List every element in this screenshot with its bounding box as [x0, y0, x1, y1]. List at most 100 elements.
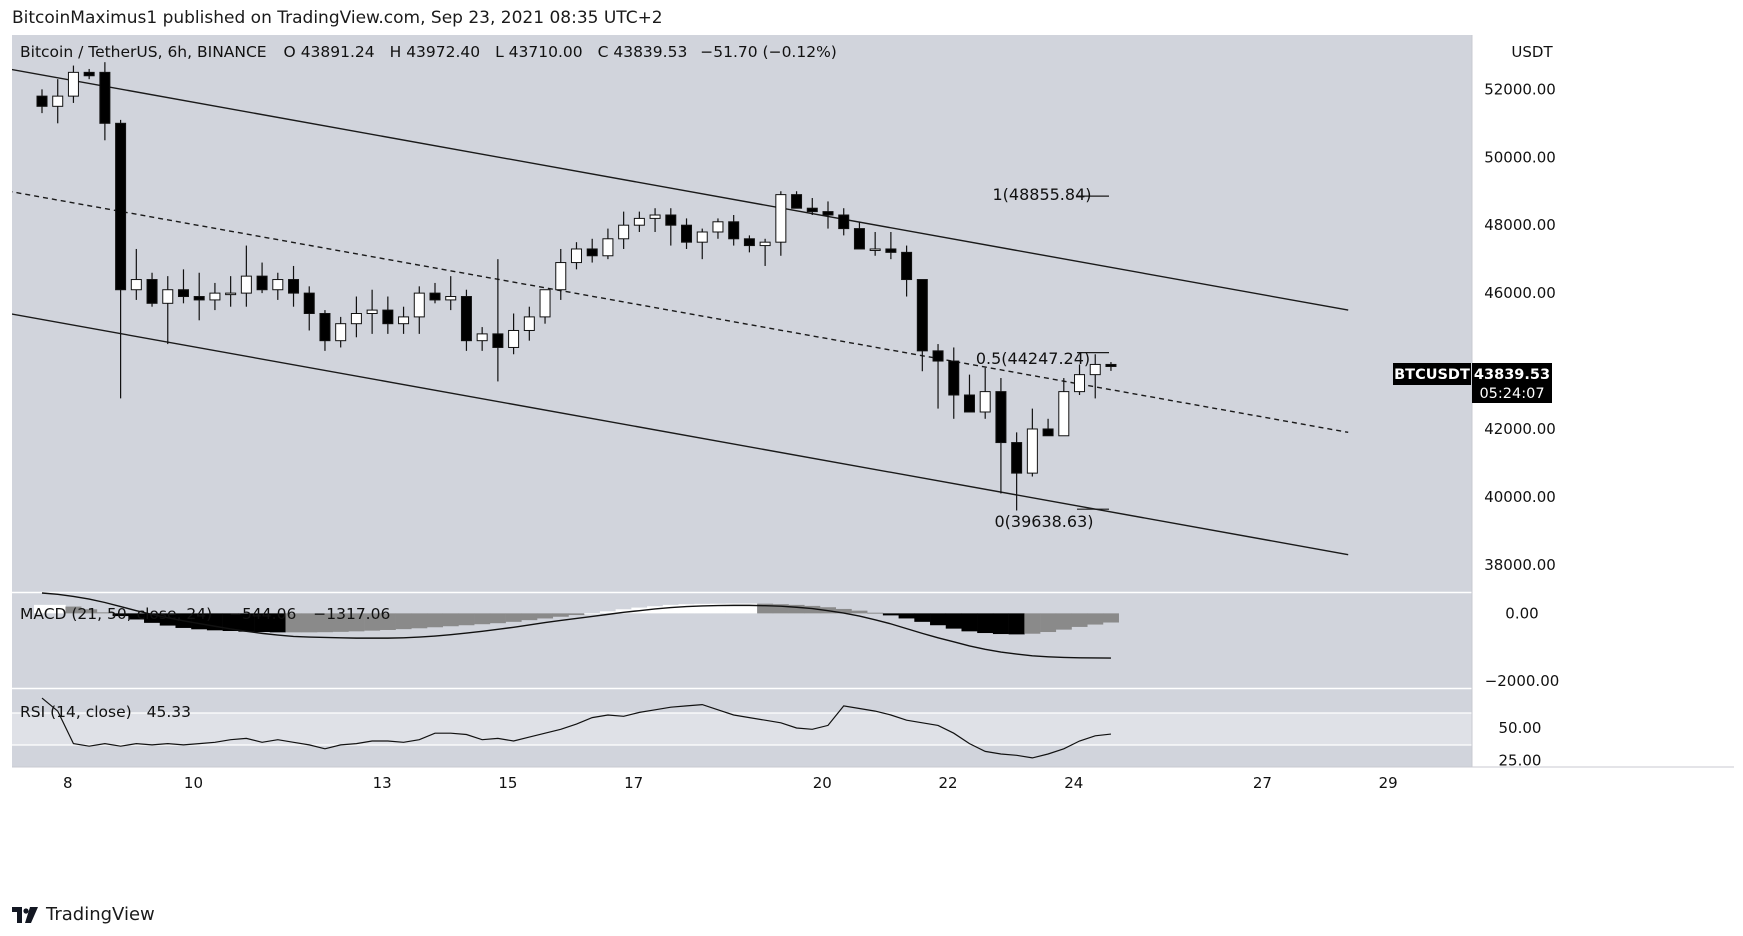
legend-low-label: L: [495, 43, 504, 61]
macd-axis-ticks[interactable]: 0.00 −2000.00: [1485, 604, 1560, 690]
candle-body: [633, 217, 645, 226]
macd-bar: [945, 613, 962, 629]
candle-body: [115, 122, 127, 291]
macd-bar: [599, 611, 616, 614]
macd-bar: [144, 613, 161, 623]
candle-body: [681, 224, 693, 243]
candle-body: [209, 292, 221, 301]
macd-bar: [411, 613, 428, 629]
macd-bar: [96, 612, 113, 614]
candle-body: [67, 71, 79, 97]
candle-body: [602, 238, 614, 257]
fib-label-0[interactable]: 0(39638.63): [994, 512, 1093, 531]
candle-body: [649, 214, 661, 219]
legend-high: 43972.40: [406, 43, 480, 61]
price-pane-bg[interactable]: [12, 35, 1472, 592]
candle-body: [1011, 442, 1023, 474]
macd-bar: [49, 604, 66, 614]
candle-body: [1026, 428, 1038, 474]
macd-bar: [992, 613, 1009, 635]
trendlines-layer[interactable]: [12, 66, 1349, 556]
macd-bar: [1087, 613, 1104, 625]
price-tick-label: 52000.00: [1484, 80, 1556, 98]
macd-tick-label: −2000.00: [1485, 672, 1560, 690]
price-tick-label: 48000.00: [1484, 216, 1556, 234]
macd-bar: [191, 613, 208, 630]
macd-bar: [1102, 613, 1119, 623]
candle-body: [822, 211, 834, 216]
candle-body: [52, 95, 64, 107]
candle-body: [445, 296, 457, 301]
candle-body: [335, 323, 347, 342]
candle-body: [618, 224, 630, 240]
macd-bar: [1024, 613, 1041, 634]
time-tick-label: 29: [1379, 774, 1398, 792]
footer-brand[interactable]: TradingView: [12, 904, 155, 925]
macd-bar: [882, 613, 899, 616]
rsi-layer: [41, 697, 1112, 759]
chart-frame[interactable]: 1(48855.84) 0.5(44247.24) 0(39638.63) Bi…: [12, 35, 1734, 893]
candle-body: [319, 313, 331, 342]
candle-body: [932, 350, 944, 362]
macd-bar: [647, 606, 664, 614]
candle-body: [162, 289, 174, 304]
candle-body: [350, 313, 362, 325]
fib-label-1[interactable]: 1(48855.84): [992, 185, 1091, 204]
macd-bar: [584, 613, 601, 615]
macd-bar: [238, 613, 255, 632]
candle-body: [146, 279, 158, 304]
candle-body: [775, 194, 787, 243]
fib-label-05[interactable]: 0.5(44247.24): [976, 349, 1090, 368]
macd-bar: [741, 603, 758, 614]
macd-bar: [364, 613, 381, 631]
candle-body: [948, 360, 960, 396]
macd-bar: [128, 613, 145, 620]
candle-body: [225, 292, 237, 296]
macd-bar: [914, 613, 931, 622]
candle-body: [429, 292, 441, 301]
candle-body: [555, 262, 567, 291]
candle-body: [1042, 428, 1054, 437]
macd-bar: [254, 613, 271, 633]
macd-bar: [961, 613, 978, 632]
rsi-axis-ticks[interactable]: 50.00 25.00: [1499, 719, 1542, 770]
time-tick-label: 13: [373, 774, 392, 792]
macd-bar: [301, 613, 318, 633]
candle-body: [869, 248, 881, 251]
macd-value1: −544.06: [229, 605, 296, 623]
candle-body: [791, 194, 803, 209]
macd-bar: [568, 613, 585, 616]
candle-body: [916, 279, 928, 352]
candle-body: [901, 251, 913, 281]
candle-body: [963, 394, 975, 413]
macd-bar: [65, 606, 82, 614]
candle-body: [759, 241, 771, 247]
macd-bar: [757, 603, 774, 614]
price-tick-label: 42000.00: [1484, 420, 1556, 438]
candle-body: [523, 316, 535, 331]
candle-body: [83, 71, 95, 77]
candle-body: [853, 228, 865, 250]
price-legend: Bitcoin / TetherUS, 6h, BINANCE O 43891.…: [20, 43, 837, 61]
candle-body: [570, 248, 582, 264]
legend-close-label: C: [598, 43, 609, 61]
macd-bar: [112, 613, 129, 617]
tradingview-logo-icon: [12, 906, 38, 923]
symbol-tag-bg: [1393, 363, 1471, 385]
legend-symbol: Bitcoin / TetherUS, 6h, BINANCE: [20, 43, 267, 61]
candle-body: [696, 231, 708, 243]
price-axis-ticks[interactable]: 52000.00 50000.00 48000.00 46000.00 42000.00…: [1484, 80, 1556, 573]
candle-body: [193, 296, 205, 301]
macd-bar: [788, 604, 805, 614]
time-tick-label: 15: [498, 774, 517, 792]
macd-bar: [835, 608, 852, 614]
time-tick-label: 17: [624, 774, 643, 792]
legend-open-label: O: [284, 43, 296, 61]
chart-svg[interactable]: 1(48855.84) 0.5(44247.24) 0(39638.63) Bi…: [12, 35, 1734, 893]
time-tick-label: 10: [184, 774, 203, 792]
macd-bar: [1008, 613, 1025, 635]
macd-bar: [851, 610, 868, 614]
price-tick-label: 40000.00: [1484, 488, 1556, 506]
macd-bar: [395, 613, 412, 630]
time-axis-ticks[interactable]: 8 10 13 15 17 20 22 24 27 29: [63, 774, 1398, 792]
